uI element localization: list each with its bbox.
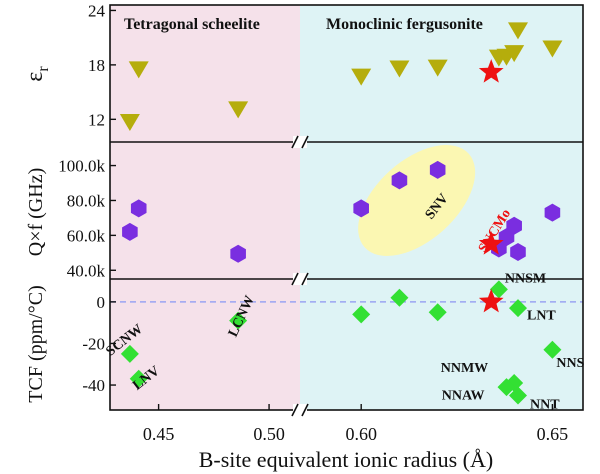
tcf-point-4 bbox=[390, 288, 409, 307]
permittivity-point-4 bbox=[389, 60, 410, 78]
permittivity-point-5 bbox=[427, 59, 448, 77]
axis-break-mark-b-0 bbox=[301, 135, 309, 149]
y-axis-title-tcf: TCF (ppm/°C) bbox=[25, 285, 47, 402]
permittivity-point-1 bbox=[128, 61, 149, 79]
tcf-point-label-6: NNSM bbox=[505, 272, 546, 287]
qf-star-0 bbox=[478, 231, 504, 255]
permittivity-star-0 bbox=[478, 59, 504, 83]
permittivity-ytick-label-2: 24 bbox=[88, 1, 106, 20]
qf-point-2 bbox=[230, 244, 246, 263]
axis-break-mark-b-1 bbox=[301, 272, 309, 286]
xtick-label-0: 0.45 bbox=[143, 424, 175, 444]
tcf-star-0 bbox=[478, 288, 504, 313]
snv-highlight-ellipse bbox=[358, 144, 476, 256]
tcf-point-label-10: NNAW bbox=[442, 388, 485, 403]
tcf-point-7 bbox=[508, 299, 527, 318]
tcf-point-1 bbox=[129, 369, 148, 388]
xtick-label-1: 0.50 bbox=[253, 424, 285, 444]
permittivity-point-8 bbox=[504, 45, 525, 63]
permittivity-point-0 bbox=[119, 114, 140, 132]
axis-break-mark-a-2 bbox=[291, 403, 299, 417]
permittivity-point-9 bbox=[507, 22, 528, 40]
qf-point-7 bbox=[498, 228, 515, 247]
axes-frame bbox=[109, 4, 584, 411]
tcf-point-label-7: LNT bbox=[527, 308, 556, 323]
tcf-ytick-label-2: -40 bbox=[82, 376, 105, 395]
xtick-label-3: 0.65 bbox=[537, 424, 569, 444]
tcf-point-0 bbox=[120, 344, 139, 363]
qf-point-5 bbox=[429, 160, 446, 179]
qf-ytick-label-0: 40.0k bbox=[67, 261, 106, 280]
permittivity-ytick-label-1: 18 bbox=[88, 56, 105, 75]
axis-break-mark-a-1 bbox=[291, 272, 299, 286]
axis-break-mark-b-2 bbox=[301, 403, 309, 417]
permittivity-point-2 bbox=[228, 101, 249, 119]
tcf-point-10 bbox=[497, 378, 516, 397]
xtick-label-2: 0.60 bbox=[345, 424, 377, 444]
tcf-point-5 bbox=[428, 303, 447, 322]
tcf-point-label-8: NNS bbox=[556, 356, 584, 371]
qf-point-10 bbox=[544, 203, 561, 222]
tcf-point-8 bbox=[543, 340, 562, 359]
permittivity-point-3 bbox=[351, 68, 372, 86]
qf-point-8 bbox=[506, 216, 522, 235]
tcf-ytick-label-1: -20 bbox=[82, 334, 105, 353]
tcf-point-3 bbox=[352, 305, 371, 324]
y-axis-title-qf: Q×f (GHz) bbox=[25, 168, 47, 256]
y-axis-title-epsilon-subscript: r bbox=[35, 66, 52, 72]
qf-point-1 bbox=[130, 199, 147, 218]
permittivity-ytick-label-0: 12 bbox=[88, 110, 105, 129]
axis-break-mark-a-0 bbox=[291, 135, 299, 149]
x-axis-title: B-site equivalent ionic radius (Å) bbox=[199, 447, 493, 472]
tcf-point-11 bbox=[508, 386, 527, 405]
region-label-monoclinic: Monoclinic fergusonite bbox=[326, 16, 483, 33]
y-axis-title-epsilon: εr bbox=[22, 66, 52, 82]
qf-ytick-label-1: 60.0k bbox=[67, 226, 106, 245]
qf-ytick-label-2: 80.0k bbox=[67, 191, 106, 210]
qf-point-0 bbox=[122, 222, 138, 241]
tcf-point-label-9: NNMW bbox=[441, 361, 488, 376]
tcf-point-2 bbox=[229, 311, 248, 330]
permittivity-point-10 bbox=[542, 40, 563, 58]
qf-ytick-label-3: 100.0k bbox=[58, 157, 105, 176]
tcf-ytick-label-0: 0 bbox=[97, 293, 106, 312]
qf-point-4 bbox=[391, 171, 408, 190]
tcf-point-label-11: NNT bbox=[530, 398, 560, 413]
qf-point-3 bbox=[353, 199, 369, 218]
qf-point-9 bbox=[510, 242, 526, 261]
region-label-tetragonal: Tetragonal scheelite bbox=[124, 16, 260, 33]
tcf-point-6 bbox=[489, 280, 508, 299]
